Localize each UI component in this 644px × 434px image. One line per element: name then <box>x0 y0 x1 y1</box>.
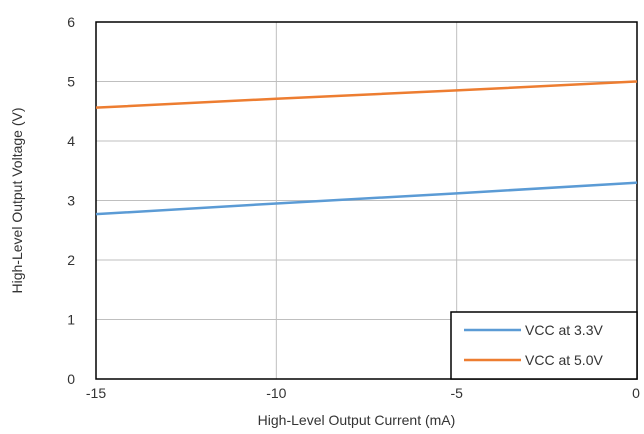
x-tick-label-1: -10 <box>266 385 286 401</box>
legend-box <box>450 311 638 380</box>
series-lines <box>95 80 638 216</box>
x-axis-ticks: -15 -10 -5 0 <box>86 385 640 401</box>
legend-label-1: VCC at 5.0V <box>525 352 603 368</box>
x-axis-title: High-Level Output Current (mA) <box>258 412 456 428</box>
y-tick-label-0: 0 <box>67 371 75 387</box>
y-tick-label-2: 2 <box>67 252 75 268</box>
x-tick-label-2: -5 <box>450 385 463 401</box>
y-tick-label-5: 5 <box>67 74 75 90</box>
y-tick-label-6: 6 <box>67 14 75 30</box>
y-tick-label-1: 1 <box>67 312 75 328</box>
x-tick-label-3: 0 <box>632 385 640 401</box>
legend-label-0: VCC at 3.3V <box>525 322 603 338</box>
x-tick-label-0: -15 <box>86 385 106 401</box>
series-line-1 <box>95 80 638 109</box>
y-axis-title: High-Level Output Voltage (V) <box>9 108 25 294</box>
y-tick-label-3: 3 <box>67 193 75 209</box>
y-tick-label-4: 4 <box>67 133 75 149</box>
series-line-0 <box>95 181 638 216</box>
legend: VCC at 3.3V VCC at 5.0V <box>450 311 638 380</box>
y-axis-ticks: 0 1 2 3 4 5 6 <box>67 14 75 387</box>
plot-area-frame <box>95 21 638 380</box>
